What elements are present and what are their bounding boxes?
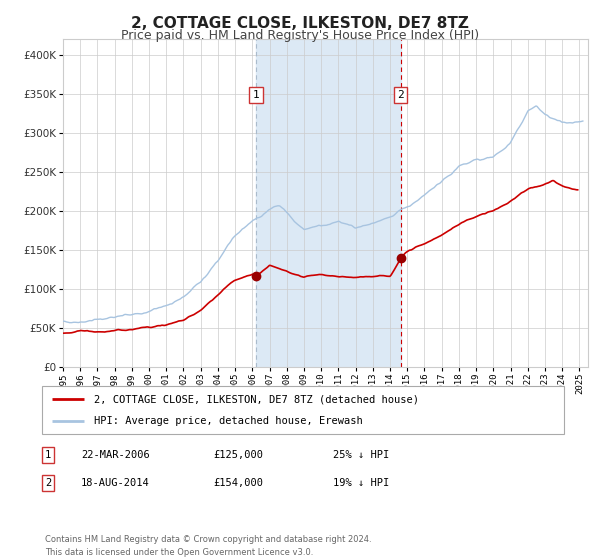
Text: 1: 1 xyxy=(253,90,260,100)
FancyBboxPatch shape xyxy=(42,386,564,434)
Text: 22-MAR-2006: 22-MAR-2006 xyxy=(81,450,150,460)
Text: 18-AUG-2014: 18-AUG-2014 xyxy=(81,478,150,488)
Text: 1: 1 xyxy=(45,450,51,460)
Text: £125,000: £125,000 xyxy=(213,450,263,460)
Text: Price paid vs. HM Land Registry's House Price Index (HPI): Price paid vs. HM Land Registry's House … xyxy=(121,29,479,42)
Bar xyxy=(256,39,401,367)
Text: 2: 2 xyxy=(45,478,51,488)
Text: £154,000: £154,000 xyxy=(213,478,263,488)
Text: 25% ↓ HPI: 25% ↓ HPI xyxy=(333,450,389,460)
Text: 2, COTTAGE CLOSE, ILKESTON, DE7 8TZ (detached house): 2, COTTAGE CLOSE, ILKESTON, DE7 8TZ (det… xyxy=(94,394,419,404)
Text: Contains HM Land Registry data © Crown copyright and database right 2024.
This d: Contains HM Land Registry data © Crown c… xyxy=(45,535,371,557)
Text: 2: 2 xyxy=(397,90,404,100)
Text: 2, COTTAGE CLOSE, ILKESTON, DE7 8TZ: 2, COTTAGE CLOSE, ILKESTON, DE7 8TZ xyxy=(131,16,469,31)
Text: HPI: Average price, detached house, Erewash: HPI: Average price, detached house, Erew… xyxy=(94,416,363,426)
Text: 19% ↓ HPI: 19% ↓ HPI xyxy=(333,478,389,488)
